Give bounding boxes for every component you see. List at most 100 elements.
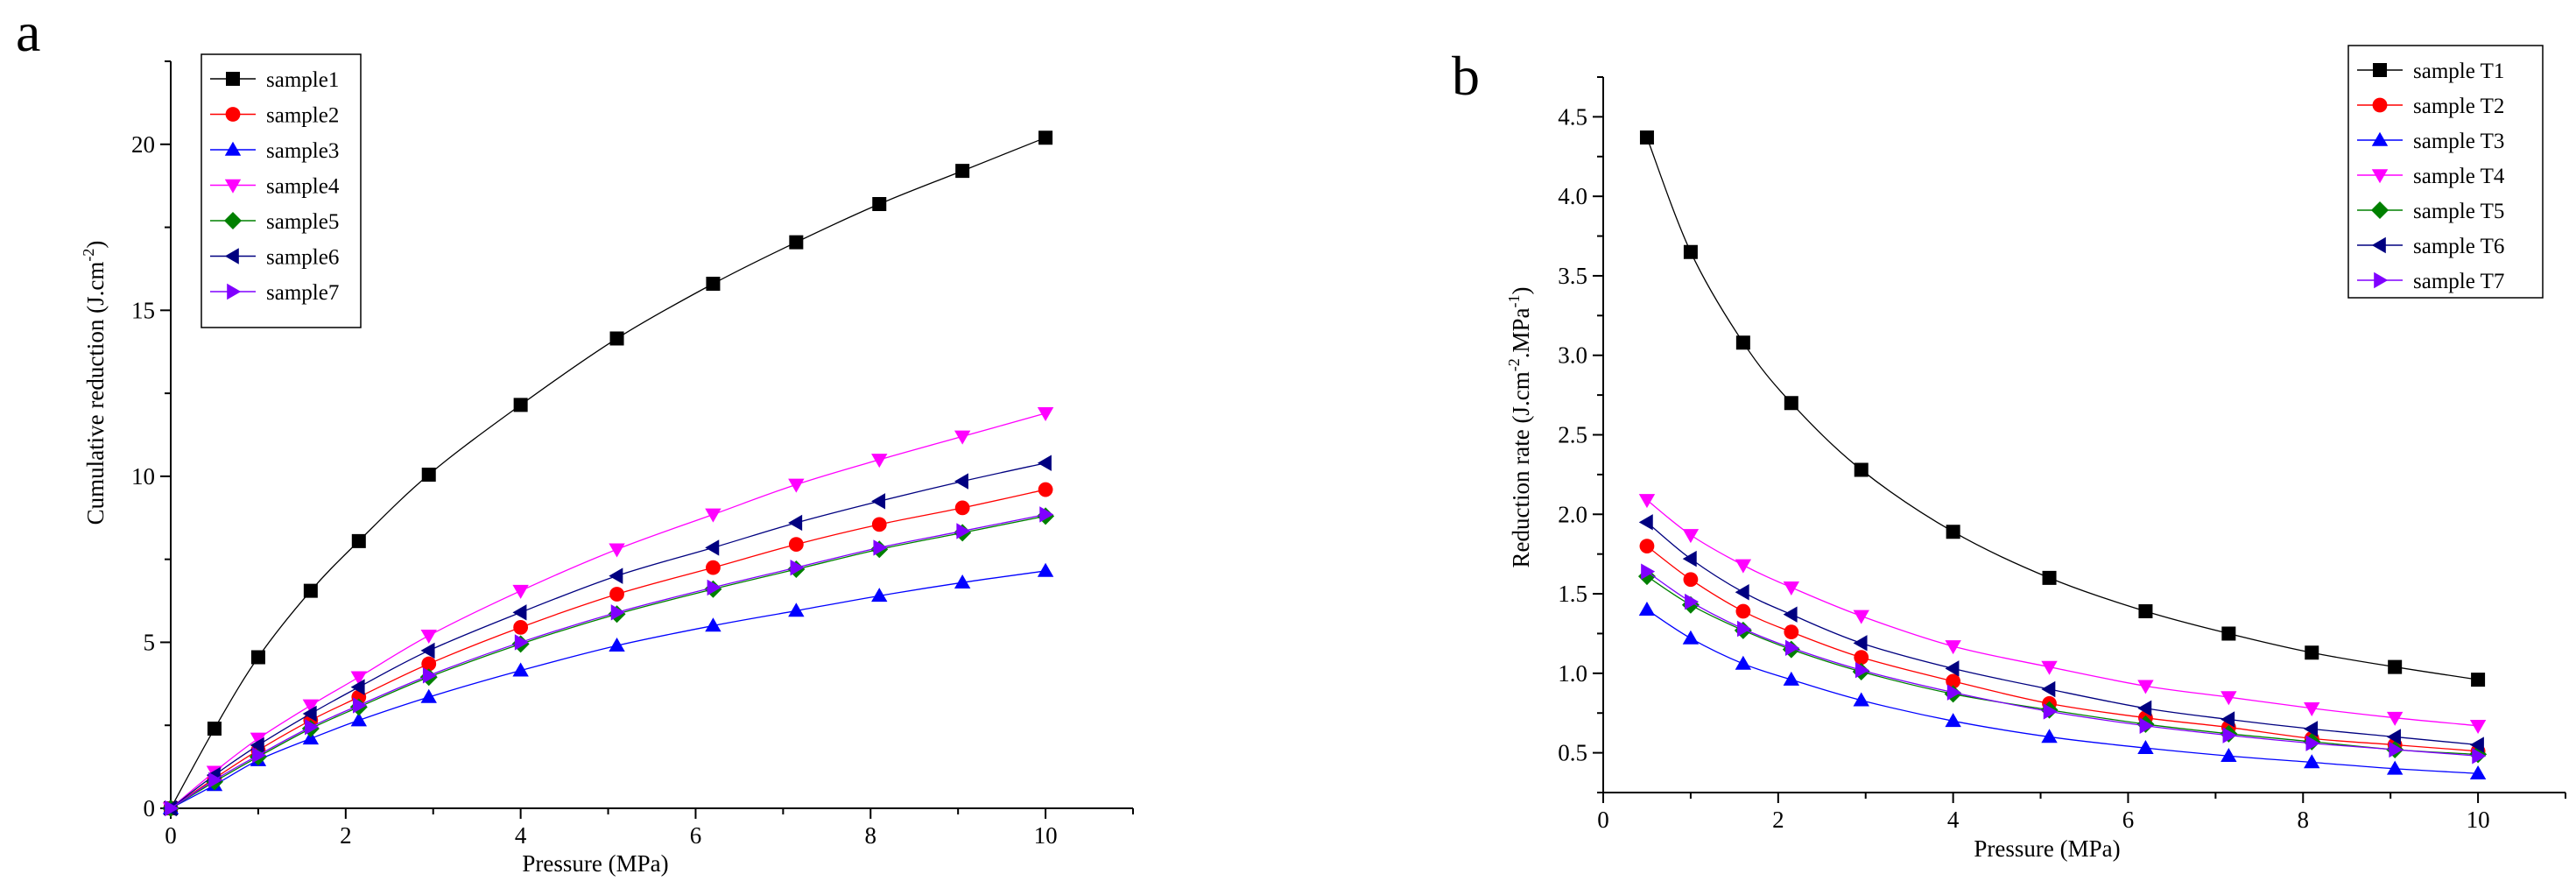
data-point [1853, 692, 1869, 707]
legend-label: sample3 [266, 139, 339, 163]
y-tick-label-b: 3.5 [1558, 263, 1587, 289]
data-point [1037, 407, 1054, 422]
data-point [954, 473, 968, 490]
data-point [1682, 550, 1697, 567]
x-tick-label-a: 10 [1034, 822, 1058, 849]
data-point [2472, 748, 2487, 765]
data-point [421, 656, 437, 672]
y-axis-label-b: Reduction rate (J.cm-2.MPa-1) [1505, 287, 1534, 568]
y-tick-label-a: 15 [131, 297, 155, 323]
data-point [512, 662, 529, 677]
data-point [420, 642, 435, 659]
y-tick-label-a: 5 [144, 629, 156, 655]
legend-label: sample1 [266, 68, 339, 92]
data-point [350, 712, 368, 727]
data-point [2221, 748, 2237, 763]
legend-label: sample T6 [2413, 235, 2504, 258]
legend-label: sample4 [266, 175, 340, 199]
panel-label-b: b [1452, 45, 1480, 107]
data-point [2388, 659, 2403, 674]
data-point [353, 697, 368, 714]
data-point [609, 331, 624, 346]
data-point [1638, 494, 1656, 509]
legend-label: sample T3 [2413, 130, 2504, 153]
legend-marker [2371, 131, 2389, 146]
legend-marker [2371, 169, 2389, 184]
data-point [2041, 660, 2058, 675]
data-point [2389, 741, 2404, 758]
data-point [1638, 602, 1656, 617]
legend-marker [2373, 63, 2387, 77]
series-sample-t2-b [1639, 539, 2486, 759]
x-tick-label-a: 4 [515, 822, 527, 849]
data-point [1735, 335, 1750, 350]
data-point [351, 533, 366, 548]
data-point [609, 587, 624, 602]
data-point [252, 747, 267, 764]
y-axis-label-a: Cumulative reduction (J.cm-2) [80, 241, 109, 525]
data-point [1946, 684, 1961, 701]
legend-marker [2372, 97, 2388, 113]
series-sample-t7-b [1641, 563, 2487, 765]
data-point [871, 493, 886, 510]
legend-marker [227, 283, 242, 300]
data-point [1735, 584, 1749, 601]
data-point [1946, 525, 1960, 539]
data-point [250, 736, 264, 754]
data-point [954, 500, 970, 516]
legend-label: sample T5 [2413, 200, 2504, 223]
legend-marker [224, 141, 242, 156]
data-point [1683, 244, 1698, 259]
series-sample3-a [162, 562, 1054, 814]
data-point [2304, 701, 2320, 716]
legend-marker [224, 248, 239, 264]
y-tick-label-b: 0.5 [1558, 740, 1587, 766]
data-point [350, 679, 365, 695]
data-point [512, 584, 529, 599]
data-point [2469, 765, 2487, 780]
x-tick-label-b: 8 [2298, 807, 2310, 833]
legend-marker [2371, 201, 2389, 219]
data-point [1783, 606, 1798, 623]
y-tick-label-b: 4.5 [1558, 103, 1587, 130]
series-line [170, 462, 1046, 809]
data-point [165, 800, 179, 817]
data-point [2221, 691, 2237, 706]
data-point [788, 478, 805, 493]
legend-label: sample T2 [2413, 95, 2504, 118]
x-tick-label-a: 0 [165, 822, 177, 849]
legend-marker [224, 212, 242, 229]
legend-label: sample T7 [2413, 270, 2504, 293]
x-tick-label-b: 10 [2467, 807, 2490, 833]
data-point [954, 430, 971, 445]
x-axis-label-b: Pressure (MPa) [1974, 835, 2120, 862]
data-point [1682, 529, 1700, 544]
series-sample4-a [162, 407, 1054, 817]
data-point [2138, 604, 2153, 619]
data-point [1735, 559, 1752, 574]
data-point [1783, 671, 1800, 686]
data-point [250, 732, 267, 747]
data-point [2137, 680, 2154, 694]
y-tick-label-b: 3.0 [1558, 342, 1587, 369]
x-tick-label-b: 4 [1947, 807, 1960, 833]
data-point [1039, 506, 1054, 523]
data-point [2137, 700, 2152, 716]
legend-marker [2371, 236, 2386, 254]
data-point [2221, 711, 2235, 728]
data-point [1685, 593, 1700, 610]
data-point [207, 722, 222, 736]
data-point [1945, 713, 1961, 728]
data-point [1737, 620, 1752, 638]
legend-box [201, 53, 362, 328]
legend-a: sample1 sample2 sample3 sample4 sample5 sampl… [201, 53, 362, 328]
legend-label: sample T1 [2413, 60, 2504, 83]
data-point [1735, 603, 1751, 619]
y-tick-label-a: 20 [131, 131, 155, 158]
data-point [513, 619, 529, 635]
data-point [2386, 711, 2404, 726]
data-point [790, 559, 805, 576]
series-sample5-a [162, 507, 1055, 817]
x-tick-label-b: 2 [1772, 807, 1784, 833]
y-tick-label-a: 0 [144, 795, 156, 821]
